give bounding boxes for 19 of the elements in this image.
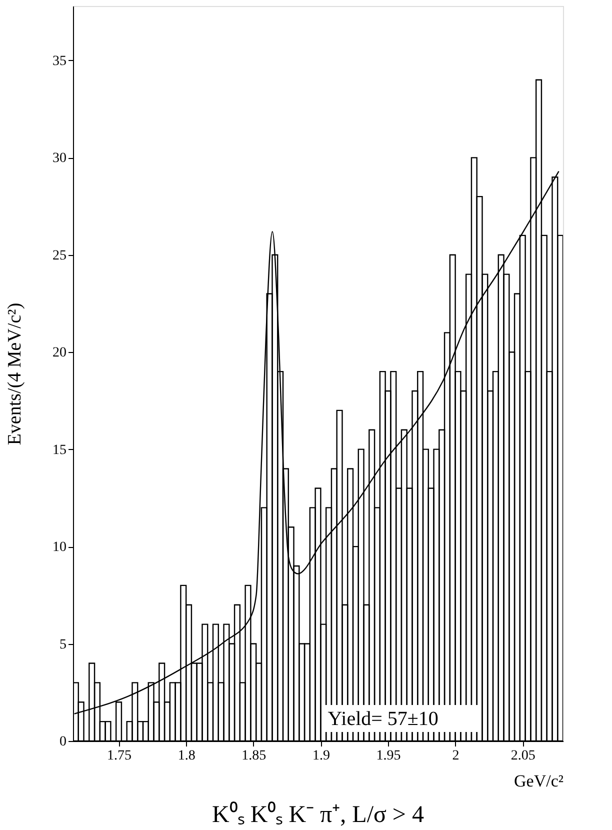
x-tick-label: 1.9	[312, 748, 330, 764]
y-axis-title: Events/(4 MeV/c²)	[4, 302, 26, 446]
y-tick-label: 0	[60, 734, 66, 750]
y-tick-label: 35	[52, 54, 66, 69]
y-tick-label: 10	[52, 540, 66, 556]
y-tick-label: 5	[60, 637, 66, 652]
y-tick-label: 20	[52, 346, 66, 361]
x-axis-title: GeV/c²	[514, 772, 564, 790]
x-tick-label: 2	[452, 748, 460, 764]
y-tick-label: 15	[52, 442, 66, 458]
y-tick-label: 30	[52, 151, 66, 166]
x-tick-label: 1.95	[376, 748, 401, 764]
y-tick-label: 25	[52, 248, 66, 264]
annotation: Yield= 57±10	[328, 708, 438, 730]
x-tick-label: 1.85	[242, 748, 266, 764]
text: K⁰ₛ K⁰ₛ K⁻ π⁺, L/σ > 4	[212, 801, 424, 828]
x-tick-label: 2.05	[510, 748, 536, 764]
x-tick-label: 1.75	[107, 748, 132, 764]
x-tick-label: 1.8	[178, 748, 196, 764]
